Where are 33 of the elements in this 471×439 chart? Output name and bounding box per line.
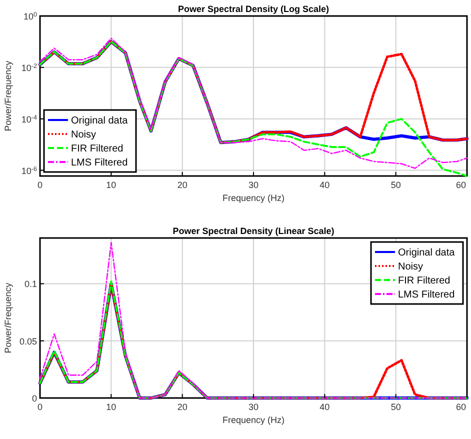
x-axis-title: Frequency (Hz) <box>222 415 285 425</box>
x-tick-label: 30 <box>248 180 259 190</box>
x-tick-label: 40 <box>320 180 330 190</box>
x-tick-label: 30 <box>248 402 259 412</box>
legend-label: Original data <box>71 116 128 126</box>
y-axis-title: Power/Frequency <box>3 60 13 132</box>
x-tick-label: 60 <box>456 180 466 190</box>
y-tick-label: 10$^{-6}$ <box>21 165 38 176</box>
legend-label: FIR Filtered <box>71 144 124 154</box>
x-tick-label: 10 <box>106 402 116 412</box>
legend-label: Noisy <box>71 130 96 140</box>
x-tick-label: 20 <box>177 180 188 190</box>
x-tick-label: 20 <box>177 402 188 412</box>
y-tick-label: 10$^{0}$ <box>23 11 38 22</box>
y-tick-label: 0 <box>32 394 37 404</box>
x-tick-label: 50 <box>390 180 401 190</box>
y-tick-label: 10$^{-4}$ <box>21 114 38 124</box>
y-tick-label: 0.1 <box>24 279 37 290</box>
y-tick-label: 0.05 <box>19 336 37 346</box>
legend-label: Noisy <box>398 262 424 272</box>
x-tick-label: 10 <box>106 180 116 190</box>
chart-title: Power Spectral Density (Linear Scale) <box>172 226 334 236</box>
x-tick-label: 60 <box>456 402 466 412</box>
legend-label: LMS Filtered <box>398 290 455 300</box>
legend-label: FIR Filtered <box>398 276 450 286</box>
legend-label: LMS Filtered <box>71 158 128 168</box>
x-tick-label: 50 <box>390 402 401 412</box>
legend-label: Original data <box>398 248 456 258</box>
x-axis-title: Frequency (Hz) <box>222 193 285 203</box>
y-tick-label: 10$^{-2}$ <box>21 62 38 73</box>
y-axis-title: Power/Frequency <box>3 282 13 354</box>
chart-title: Power Spectral Density (Log Scale) <box>178 4 330 14</box>
x-tick-label: 40 <box>320 402 330 412</box>
